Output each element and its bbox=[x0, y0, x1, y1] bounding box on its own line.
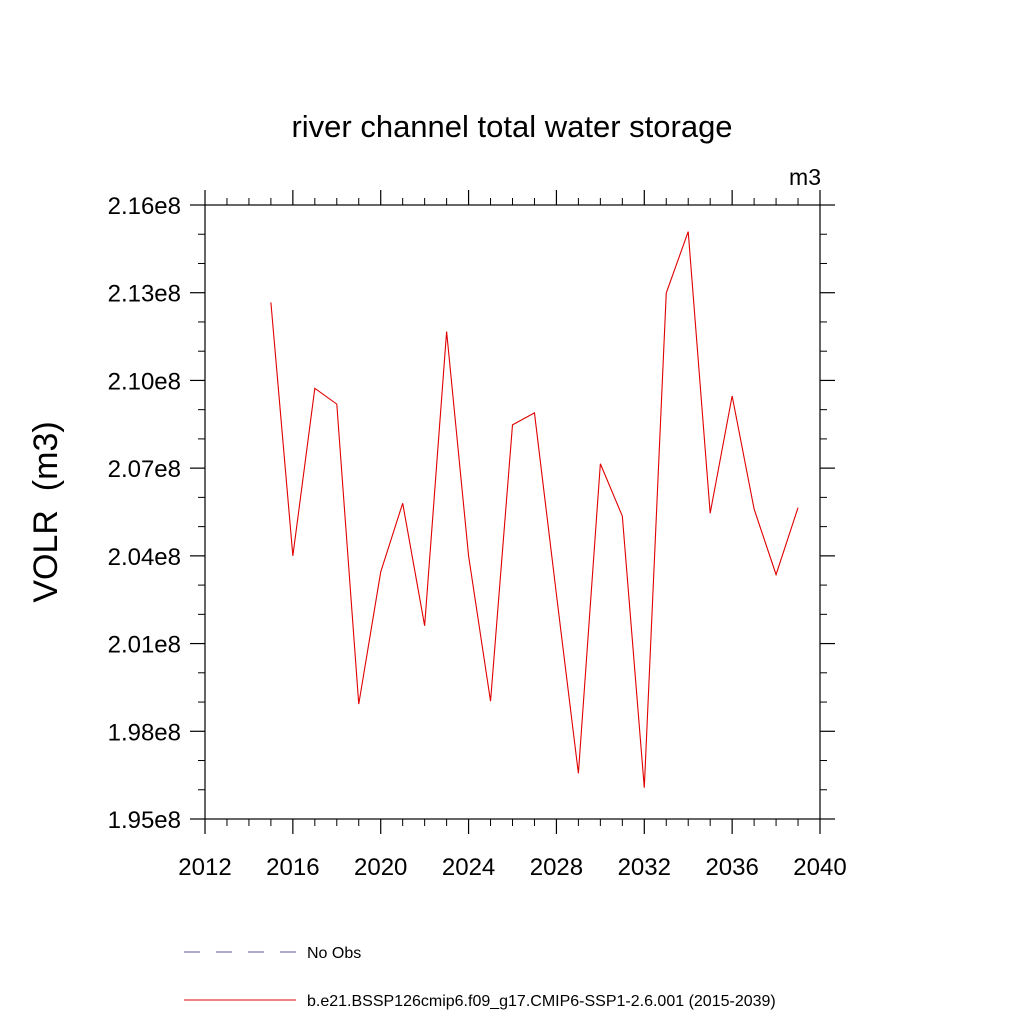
x-tick-label: 2040 bbox=[793, 854, 846, 881]
x-tick-label: 2016 bbox=[266, 854, 319, 881]
y-tick-label: 2.16e8 bbox=[108, 193, 181, 220]
series-layer bbox=[270, 231, 799, 788]
plot-frame bbox=[204, 204, 821, 820]
y-tick-label: 2.07e8 bbox=[108, 456, 181, 483]
chart-title: river channel total water storage bbox=[291, 109, 732, 144]
x-tick-label: 2028 bbox=[530, 854, 583, 881]
x-tick-label: 2024 bbox=[442, 854, 495, 881]
x-tick-label: 2020 bbox=[354, 854, 407, 881]
series-line bbox=[270, 231, 799, 788]
y-tick-label: 2.04e8 bbox=[108, 544, 181, 571]
x-tick-label: 2012 bbox=[178, 854, 231, 881]
y-tick-label: 2.10e8 bbox=[108, 368, 181, 395]
x-tick-label: 2032 bbox=[618, 854, 671, 881]
y-axis-label: VOLR (m3) bbox=[27, 421, 65, 602]
y-tick-label: 2.01e8 bbox=[108, 632, 181, 659]
x-tick-label: 2036 bbox=[705, 854, 758, 881]
y-tick-label: 1.95e8 bbox=[108, 807, 181, 834]
legend: No Obs b.e21.BSSP126cmip6.f09_g17.CMIP6-S… bbox=[184, 945, 776, 1010]
axis-ticks: 1.95e8 1.98e8 2.01e8 2.04e8 2.07e8 2.10e8 2.13… bbox=[108, 190, 847, 881]
units-label: m3 bbox=[789, 164, 821, 190]
y-tick-label: 2.13e8 bbox=[108, 281, 181, 308]
legend-entry: No Obs bbox=[307, 945, 361, 962]
legend-entry: b.e21.BSSP126cmip6.f09_g17.CMIP6-SSP1-2.… bbox=[307, 993, 776, 1010]
y-tick-label: 1.98e8 bbox=[108, 719, 181, 746]
